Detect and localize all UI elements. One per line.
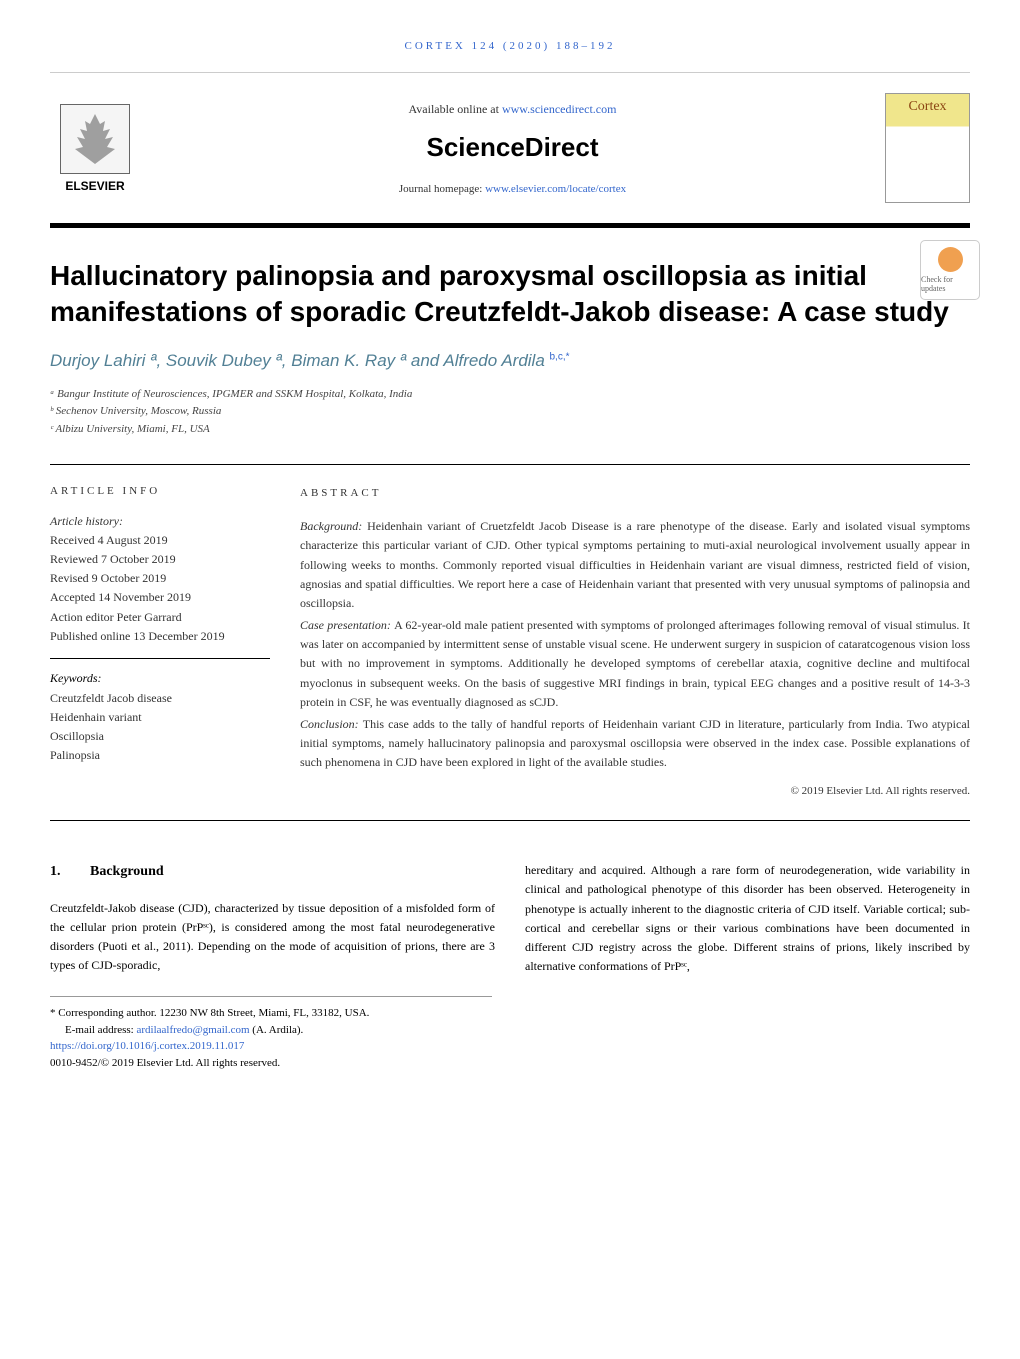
abstract-panel: ABSTRACT Background: Heidenhain variant … <box>300 485 970 801</box>
keyword-1: Creutzfeldt Jacob disease <box>50 689 270 708</box>
check-updates-badge[interactable]: Check for updates <box>920 240 980 300</box>
footnote-section: * Corresponding author. 12230 NW 8th Str… <box>50 996 492 1071</box>
keyword-4: Palinopsia <box>50 746 270 765</box>
abstract-background: Heidenhain variant of Cruetzfeldt Jacob … <box>300 519 970 610</box>
published-date: Published online 13 December 2019 <box>50 627 270 646</box>
received-date: Received 4 August 2019 <box>50 531 270 550</box>
case-label: Case presentation: <box>300 618 394 632</box>
article-title: Hallucinatory palinopsia and paroxysmal … <box>50 258 970 331</box>
section-1-heading: 1.Background <box>50 861 495 883</box>
journal-homepage: Journal homepage: www.elsevier.com/locat… <box>140 183 885 195</box>
body-column-left: 1.Background Creutzfeldt-Jakob disease (… <box>50 861 495 976</box>
body-text-col2: hereditary and acquired. Although a rare… <box>525 861 970 976</box>
affiliation-b: ᵇ Sechenov University, Moscow, Russia <box>50 403 970 421</box>
elsevier-tree-icon <box>60 104 130 174</box>
header-citation: CORTEX 124 (2020) 188–192 <box>50 40 970 52</box>
journal-header: ELSEVIER Available online at www.science… <box>50 72 970 228</box>
doi-link[interactable]: https://doi.org/10.1016/j.cortex.2019.11… <box>50 1038 492 1055</box>
cover-title: Cortex <box>908 99 946 115</box>
available-online: Available online at www.sciencedirect.co… <box>140 102 885 117</box>
keyword-3: Oscillopsia <box>50 727 270 746</box>
abstract-case: A 62-year-old male patient presented wit… <box>300 618 970 709</box>
action-editor: Action editor Peter Garrard <box>50 608 270 627</box>
issn-copyright: 0010-9452/© 2019 Elsevier Ltd. All right… <box>50 1055 492 1072</box>
corresponding-author: * Corresponding author. 12230 NW 8th Str… <box>50 1005 492 1022</box>
sciencedirect-link[interactable]: www.sciencedirect.com <box>502 102 617 116</box>
check-updates-icon <box>938 247 963 272</box>
keywords-label: Keywords: <box>50 671 270 686</box>
reviewed-date: Reviewed 7 October 2019 <box>50 550 270 569</box>
homepage-link[interactable]: www.elsevier.com/locate/cortex <box>485 183 626 195</box>
background-label: Background: <box>300 519 367 533</box>
email-suffix: (A. Ardila). <box>250 1024 304 1036</box>
abstract-heading: ABSTRACT <box>300 485 970 503</box>
accepted-date: Accepted 14 November 2019 <box>50 588 270 607</box>
article-info-panel: ARTICLE INFO Article history: Received 4… <box>50 485 270 801</box>
affiliation-c: ᶜ Albizu University, Miami, FL, USA <box>50 421 970 439</box>
abstract-conclusion: This case adds to the tally of handful r… <box>300 717 970 769</box>
journal-cover[interactable]: Cortex <box>885 93 970 203</box>
body-column-right: hereditary and acquired. Although a rare… <box>525 861 970 976</box>
conclusion-label: Conclusion: <box>300 717 363 731</box>
elsevier-logo[interactable]: ELSEVIER <box>50 98 140 198</box>
elsevier-text: ELSEVIER <box>65 179 124 193</box>
sciencedirect-logo: ScienceDirect <box>140 132 885 163</box>
affiliations: ᵃ Bangur Institute of Neurosciences, IPG… <box>50 386 970 439</box>
article-info-heading: ARTICLE INFO <box>50 485 270 497</box>
email-label: E-mail address: <box>65 1024 136 1036</box>
abstract-copyright: © 2019 Elsevier Ltd. All rights reserved… <box>300 783 970 801</box>
email-link[interactable]: ardilaalfredo@gmail.com <box>136 1024 249 1036</box>
affiliation-a: ᵃ Bangur Institute of Neurosciences, IPG… <box>50 386 970 404</box>
keyword-2: Heidenhain variant <box>50 708 270 727</box>
revised-date: Revised 9 October 2019 <box>50 569 270 588</box>
authors: Durjoy Lahiri ª, Souvik Dubey ª, Biman K… <box>50 351 970 371</box>
author-affiliation-sup[interactable]: b,c,* <box>550 351 570 362</box>
body-text-col1: Creutzfeldt-Jakob disease (CJD), charact… <box>50 899 495 976</box>
history-label: Article history: <box>50 512 270 531</box>
